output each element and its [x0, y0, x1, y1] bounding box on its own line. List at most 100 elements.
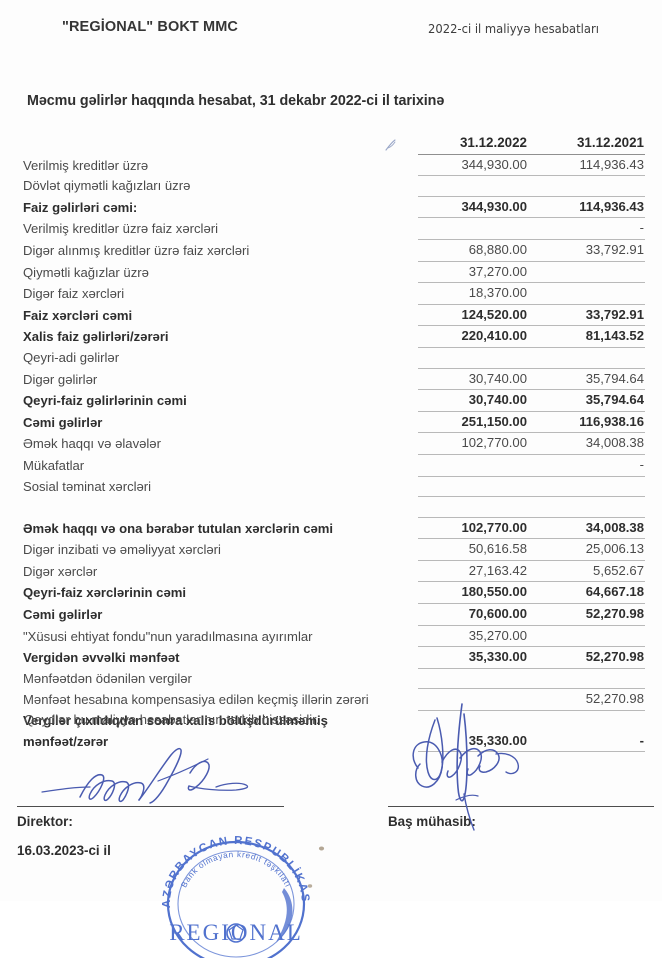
table-row: Faiz gəlirləri cəmi: 344,930.00 114,936.43: [23, 197, 645, 219]
table-row: Cəmi gəlirlər 251,150.00 116,938.16: [23, 412, 645, 434]
paper-speck-icon: [318, 846, 325, 851]
row-value-prior: [529, 303, 645, 305]
table-row: Vergilər çıxıldıqdan sonra xalis bölüşdü…: [23, 711, 645, 753]
row-value-current: [418, 710, 529, 712]
table-row: Digər gəlirlər 30,740.00 35,794.64: [23, 369, 645, 391]
row-value-prior: 33,792.91: [529, 305, 645, 327]
income-statement-table: 31.12.2022 31.12.2021 Verilmiş kreditlər…: [23, 133, 645, 753]
row-value-current: [418, 475, 529, 477]
row-label: Mənfəət hesabına kompensasiya edilən keç…: [23, 692, 369, 708]
document-page: "REGİONAL" BOKT MMC 2022-ci il maliyyə h…: [17, 19, 654, 958]
row-value-current: [418, 238, 529, 240]
row-value-current: [418, 516, 529, 518]
row-label: Xalis faiz gəlirləri/zərəri: [23, 329, 169, 345]
row-value-current: 68,880.00: [418, 240, 529, 262]
row-value-prior: 52,270.98: [529, 689, 645, 712]
row-value-current: 35,270.00: [418, 626, 529, 648]
table-row: Cəmi gəlirlər 70,600.00 52,270.98: [23, 604, 645, 626]
row-value-current: 102,770.00: [418, 433, 529, 455]
table-row: Dövlət qiymətli kağızları üzrə: [23, 176, 645, 197]
row-value-current: [418, 367, 529, 369]
table-row: Digər xərclər 27,163.42 5,652.67: [23, 561, 645, 583]
row-label: Qeyri-adi gəlirlər: [23, 349, 120, 365]
row-label: "Xüsusi ehtiyat fondu"nun yaradılmasına …: [23, 628, 313, 644]
table-row: Qiymətli kağızlar üzrə 37,270.00: [23, 262, 645, 284]
report-period-label: 2022-ci il maliyyə hesabatları: [428, 22, 599, 36]
row-label: Mükafatlar: [23, 457, 85, 473]
row-label: Mənfəətdən ödənilən vergilər: [23, 670, 192, 686]
table-row: Vergidən əvvəlki mənfəət 35,330.00 52,270.…: [23, 647, 645, 669]
row-value-prior: 81,143.52: [529, 326, 645, 348]
accountant-signature-rule: [388, 806, 654, 807]
page-title: Məcmu gəlirlər haqqında hesabat, 31 deka…: [27, 93, 445, 109]
row-value-current: 35,330.00: [418, 647, 529, 669]
row-value-prior: 33,792.91: [529, 240, 645, 262]
row-label: Əmək haqqı və ona bərabər tutulan xərclə…: [23, 520, 334, 536]
table-row: Sosial təminat xərcləri: [23, 477, 645, 498]
row-label: Vergidən əvvəlki mənfəət: [23, 650, 180, 666]
row-label: Cəmi gəlirlər: [23, 607, 103, 623]
notes-statement: Qeydlər bu maliyyə hesabatlarının tərkib…: [24, 712, 320, 727]
row-label: Qeyri-faiz gəlirlərinin cəmi: [23, 393, 187, 409]
row-label: Vergilər çıxıldıqdan sonra xalis bölüşdü…: [23, 713, 328, 749]
table-row: Mənfəətdən ödənilən vergilər: [23, 669, 645, 690]
table-row: Verilmiş kreditlər üzrə faiz xərcləri -: [23, 218, 645, 240]
row-value-prior: -: [529, 218, 645, 240]
row-value-prior: 52,270.98: [529, 647, 645, 669]
row-label: Cəmi gəlirlər: [23, 414, 103, 430]
table-row: Digər inzibati və əməliyyat xərcləri 50,6…: [23, 539, 645, 561]
accountant-role-label: Baş mühasib:: [388, 814, 476, 829]
row-value-prior: 35,794.64: [529, 369, 645, 391]
row-value-prior: [529, 195, 645, 197]
row-value-prior: 116,938.16: [529, 412, 645, 434]
table-row: Əmək haqqı və əlavələr 102,770.00 34,008.3…: [23, 433, 645, 455]
row-label: Digər alınmış kreditlər üzrə faiz xərclə…: [23, 242, 250, 258]
director-role-label: Direktor:: [17, 814, 73, 829]
row-label: Verilmiş kreditlər üzrə: [23, 157, 149, 173]
company-name: "REGİONAL" BOKT MMC: [62, 19, 238, 35]
table-row: Qeyri-faiz xərclərinin cəmi 180,550.00 64,…: [23, 582, 645, 605]
row-value-current: 180,550.00: [418, 582, 529, 605]
row-value-prior: [529, 516, 645, 518]
table-row: "Xüsusi ehtiyat fondu"nun yaradılmasına …: [23, 626, 645, 648]
row-label: Digər xərclər: [23, 563, 98, 579]
row-label: Verilmiş kreditlər üzrə faiz xərcləri: [23, 221, 218, 237]
row-value-prior: [529, 646, 645, 648]
row-value-current: 27,163.42: [418, 561, 529, 583]
row-value-current: 344,930.00: [418, 155, 529, 177]
row-label: Sosial təminat xərcləri: [23, 478, 152, 494]
row-value-prior: -: [529, 731, 645, 753]
director-signature-block: Direktor: 16.03.2023-ci il: [17, 806, 284, 858]
row-value-prior: 25,006.13: [529, 539, 645, 561]
paper-speck-icon: [307, 884, 313, 888]
row-value-prior: 114,936.43: [529, 197, 645, 219]
row-value-prior: [529, 496, 645, 498]
row-label: Əmək haqqı və əlavələr: [23, 436, 161, 452]
row-label: Digər gəlirlər: [23, 371, 98, 387]
row-value-current: [418, 688, 529, 690]
row-value-current: 251,150.00: [418, 412, 529, 434]
row-value-prior: 34,008.38: [529, 433, 645, 455]
row-value-current: [418, 195, 529, 197]
table-row: Xalis faiz gəlirləri/zərəri 220,410.00 81,…: [23, 326, 645, 348]
row-value-current: 124,520.00: [418, 305, 529, 327]
director-signature-ink: [41, 747, 249, 804]
table-header-current-period: 31.12.2022: [418, 133, 529, 155]
row-value-prior: -: [529, 455, 645, 477]
row-label: [23, 497, 418, 518]
table-row: Əmək haqqı və ona bərabər tutulan xərclə…: [23, 518, 645, 540]
row-value-prior: 5,652.67: [529, 561, 645, 583]
row-value-current: 35,330.00: [418, 731, 529, 753]
row-value-current: 220,410.00: [418, 326, 529, 348]
table-header-prior-period: 31.12.2021: [529, 133, 645, 155]
row-label: Qeyri-faiz xərclərinin cəmi: [23, 585, 187, 601]
table-row: Digər alınmış kreditlər üzrə faiz xərclə…: [23, 240, 645, 262]
row-label: Faiz xərcləri cəmi: [23, 307, 133, 323]
row-value-prior: 34,008.38: [529, 518, 645, 540]
row-value-prior: [529, 688, 645, 690]
director-signature-rule: [17, 806, 284, 807]
accountant-signature-block: Baş mühasib:: [388, 806, 654, 829]
row-value-current: 30,740.00: [418, 369, 529, 391]
row-value-prior: 52,270.98: [529, 604, 645, 626]
row-value-current: 50,616.58: [418, 539, 529, 561]
